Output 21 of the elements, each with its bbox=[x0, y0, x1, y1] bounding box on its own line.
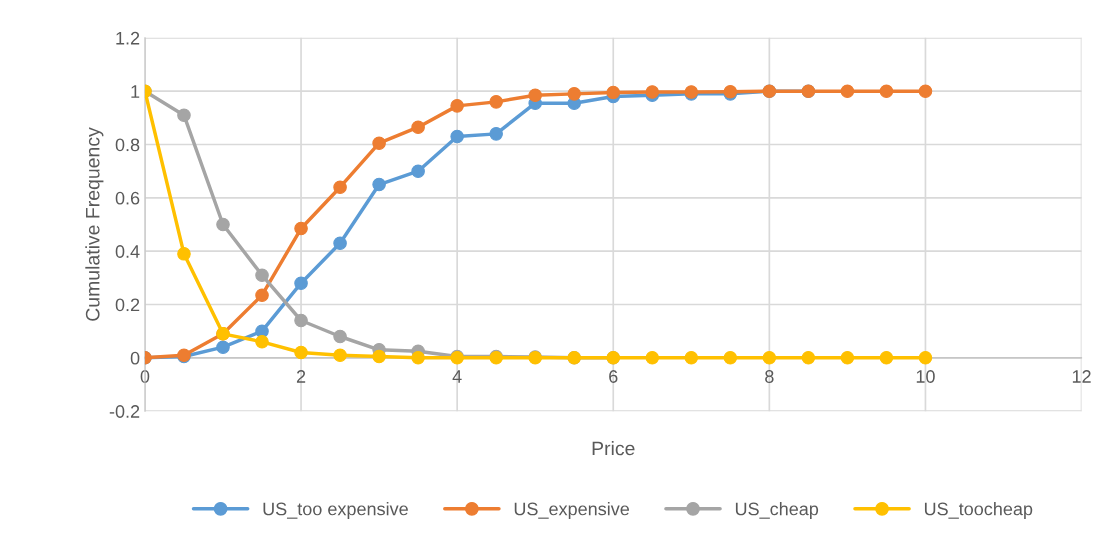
x-tick-label: 10 bbox=[916, 370, 935, 383]
legend-label: US_cheap bbox=[735, 502, 819, 519]
y-tick-label: 0.2 bbox=[115, 298, 140, 312]
y-tick-label: 0.8 bbox=[115, 138, 140, 152]
legend-label: US_expensive bbox=[514, 502, 630, 519]
x-axis-title: Price bbox=[592, 441, 635, 456]
y-tick-label: 0.4 bbox=[115, 245, 140, 258]
legend-label: US_too expensive bbox=[263, 502, 408, 519]
y-axis-title: Cumulative Frequency bbox=[85, 127, 104, 321]
y-tick-label: 1 bbox=[131, 85, 140, 98]
x-tick-label: 4 bbox=[452, 370, 462, 383]
x-tick-label: 8 bbox=[765, 370, 774, 383]
y-tick-label: 0 bbox=[130, 351, 140, 365]
x-tick-label: 2 bbox=[296, 370, 306, 383]
y-tick-label: 1.2 bbox=[116, 31, 140, 45]
legend-label: US_toocheap bbox=[924, 502, 1033, 519]
y-tick-label: -0.2 bbox=[109, 405, 140, 418]
x-tick-label: 12 bbox=[1072, 370, 1091, 383]
x-tick-label: 6 bbox=[609, 370, 618, 383]
x-tick-label: 0 bbox=[140, 370, 150, 383]
y-tick-label: 0.6 bbox=[115, 191, 140, 205]
